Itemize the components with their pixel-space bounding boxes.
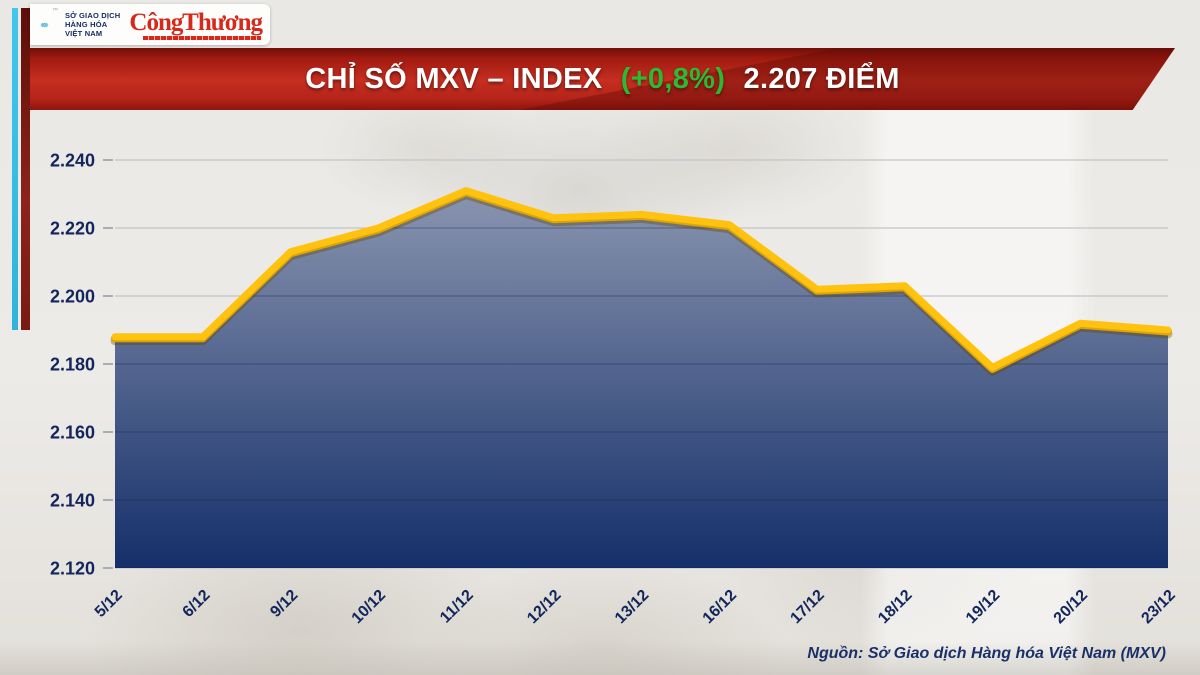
y-axis-label: 2.120 xyxy=(50,559,95,579)
x-axis-label: 20/12 xyxy=(1051,587,1091,627)
left-accent-stripe-red xyxy=(21,8,30,330)
y-axis-label: 2.180 xyxy=(50,355,95,375)
chart-title: CHỈ SỐ MXV – INDEX (+0,8%) 2.207 ĐIỂM xyxy=(305,63,899,96)
trademark-symbol: ™ xyxy=(51,8,58,14)
source-caption: Nguồn: Sở Giao dịch Hàng hóa Việt Nam (M… xyxy=(807,645,1166,662)
index-line xyxy=(111,187,1172,371)
x-axis-label: 9/12 xyxy=(267,587,301,621)
title-banner: CHỈ SỐ MXV – INDEX (+0,8%) 2.207 ĐIỂM xyxy=(30,48,1175,110)
title-change-percent: (+0,8%) xyxy=(620,62,726,95)
x-axis-label: 17/12 xyxy=(787,587,827,627)
mxv-logo-line: SỞ GIAO DỊCH xyxy=(64,11,121,20)
x-axis-label: 19/12 xyxy=(963,587,1003,627)
x-axis-label: 10/12 xyxy=(349,587,389,627)
x-axis-label: 12/12 xyxy=(524,587,564,627)
y-axis-label: 2.240 xyxy=(50,151,95,171)
x-axis-label: 13/12 xyxy=(612,587,652,627)
left-accent-stripe-cyan xyxy=(12,8,18,330)
x-axis-label: 6/12 xyxy=(180,587,214,621)
title-value: 2.207 ĐIỂM xyxy=(743,62,900,95)
mxv-logo-line: HÀNG HÓA xyxy=(64,20,108,29)
y-axis-label: 2.160 xyxy=(50,423,95,443)
x-axis-label: 16/12 xyxy=(700,587,740,627)
logo-box: ™ SỞ GIAO DỊCH HÀNG HÓA VIỆT NAM Công Th… xyxy=(30,4,270,45)
mxv-logo-text: SỞ GIAO DỊCH HÀNG HÓA VIỆT NAM xyxy=(65,11,120,38)
area-fill xyxy=(115,190,1168,568)
title-main: CHỈ SỐ MXV – INDEX xyxy=(305,62,603,95)
mxv-logo-icon xyxy=(40,22,49,27)
y-axis-label: 2.140 xyxy=(50,491,95,511)
congthuong-logo-text: Công Thương xyxy=(129,8,263,36)
x-axis-label: 5/12 xyxy=(92,587,126,621)
x-axis-label: 11/12 xyxy=(437,587,477,627)
y-axis-label: 2.220 xyxy=(50,219,95,239)
x-axis-label: 23/12 xyxy=(1138,587,1178,627)
congthuong-logo: Công Thương xyxy=(129,8,263,40)
y-axis-label: 2.200 xyxy=(50,287,95,307)
congthuong-tagline-bar xyxy=(143,35,262,40)
mxv-logo-line: VIỆT NAM xyxy=(64,29,103,38)
x-axis-label: 18/12 xyxy=(875,587,915,627)
